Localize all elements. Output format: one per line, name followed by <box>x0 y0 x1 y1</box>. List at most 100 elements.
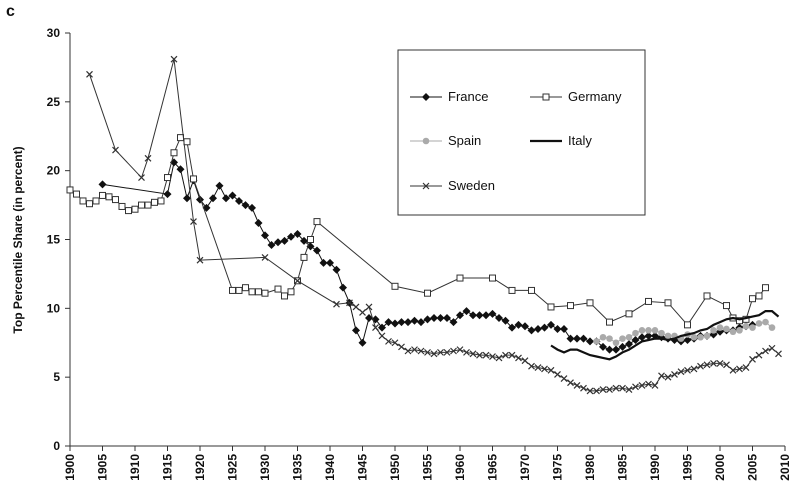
marker <box>475 311 484 320</box>
marker <box>352 326 360 335</box>
marker <box>170 55 178 63</box>
marker <box>333 300 340 308</box>
marker <box>417 318 425 327</box>
marker <box>118 202 126 210</box>
marker <box>164 174 171 182</box>
legend-item: France <box>410 89 488 104</box>
marker <box>612 384 620 392</box>
marker <box>196 256 204 264</box>
x-tick-label: 1930 <box>258 454 272 481</box>
marker <box>359 309 366 316</box>
marker <box>645 297 652 305</box>
marker <box>710 327 717 334</box>
marker <box>528 286 535 294</box>
marker <box>378 332 386 340</box>
marker <box>729 328 737 336</box>
marker <box>606 318 613 326</box>
marker <box>144 201 152 209</box>
x-tick-label: 1920 <box>193 454 207 481</box>
marker <box>86 70 93 78</box>
marker <box>703 332 711 340</box>
marker <box>723 325 730 333</box>
marker <box>125 207 132 215</box>
marker <box>625 386 633 393</box>
marker <box>79 197 87 205</box>
marker <box>547 320 555 329</box>
marker <box>339 283 347 292</box>
marker <box>677 368 685 376</box>
marker <box>235 196 243 205</box>
marker <box>697 333 704 341</box>
x-tick-label: 1965 <box>486 454 500 481</box>
marker <box>391 339 399 347</box>
x-tick-label: 1940 <box>323 454 337 481</box>
marker <box>300 253 308 261</box>
x-tick-label: 1905 <box>96 454 110 481</box>
marker <box>593 338 600 345</box>
marker <box>619 335 626 342</box>
marker <box>638 333 646 342</box>
marker <box>534 324 542 333</box>
marker <box>385 337 392 345</box>
marker <box>580 384 587 392</box>
marker <box>365 303 373 311</box>
marker <box>313 218 321 226</box>
x-tick-label: 1960 <box>453 454 467 481</box>
legend-label: Sweden <box>448 178 495 193</box>
marker <box>112 146 119 154</box>
marker <box>170 149 178 157</box>
marker <box>176 165 185 174</box>
marker <box>241 201 250 210</box>
marker <box>632 329 639 337</box>
marker <box>378 323 386 332</box>
marker <box>651 327 659 334</box>
marker <box>151 198 158 206</box>
marker <box>586 299 594 307</box>
marker <box>215 181 224 190</box>
marker <box>98 180 107 189</box>
marker <box>469 350 477 358</box>
marker <box>423 315 432 324</box>
marker <box>86 200 93 208</box>
marker <box>235 286 243 294</box>
marker <box>138 174 145 181</box>
marker <box>554 370 561 378</box>
x-tick-label: 1990 <box>648 454 662 481</box>
x-tick-label: 2005 <box>746 454 760 481</box>
marker <box>326 258 334 267</box>
marker <box>196 195 204 204</box>
marker <box>515 354 522 362</box>
marker <box>586 337 594 346</box>
marker <box>664 373 672 381</box>
marker <box>502 351 509 359</box>
marker <box>157 197 165 205</box>
x-tick-label: 1955 <box>421 454 435 481</box>
marker <box>274 238 282 247</box>
y-tick-label: 25 <box>47 95 61 109</box>
marker <box>638 382 646 389</box>
x-tick-label: 1900 <box>63 454 77 481</box>
marker <box>736 327 743 334</box>
marker <box>391 319 399 328</box>
x-tick-label: 1945 <box>356 454 370 481</box>
marker <box>358 338 367 347</box>
marker <box>618 342 627 351</box>
marker <box>612 339 620 347</box>
marker <box>190 218 197 226</box>
marker <box>489 274 496 282</box>
y-tick-label: 30 <box>47 26 61 40</box>
marker <box>352 303 360 311</box>
marker <box>775 350 782 358</box>
marker <box>644 331 653 340</box>
marker <box>222 194 230 203</box>
panel-label: c <box>6 3 15 20</box>
marker <box>632 383 639 391</box>
marker <box>489 353 496 360</box>
marker <box>450 347 457 355</box>
marker <box>495 313 503 322</box>
legend-marker <box>422 182 430 190</box>
marker <box>755 351 763 359</box>
marker <box>560 375 568 382</box>
marker <box>476 351 483 359</box>
